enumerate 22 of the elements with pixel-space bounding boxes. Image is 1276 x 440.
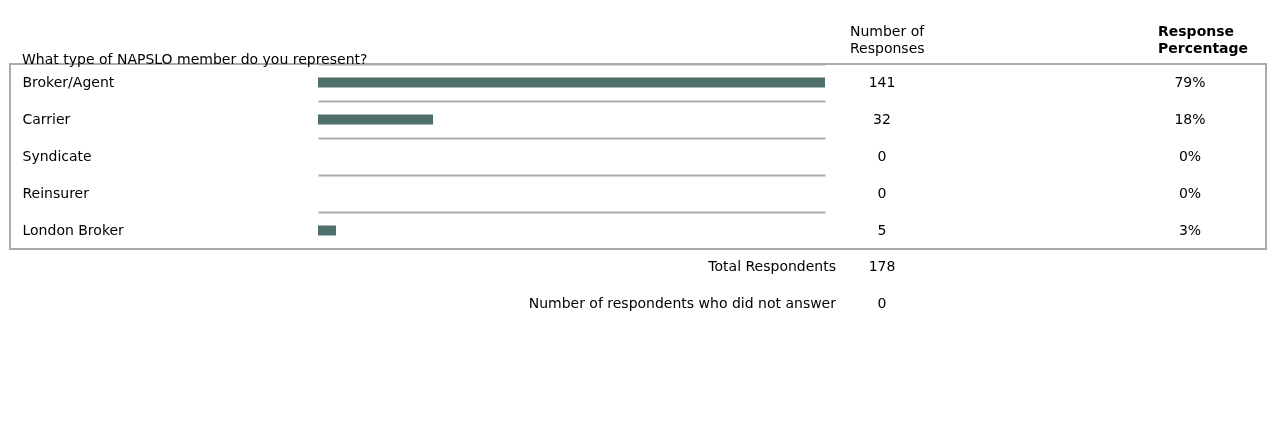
- text: 0%: [1178, 184, 1202, 201]
- y-tick-label: Syndicate: [22, 147, 92, 164]
- data-label: 32: [873, 110, 891, 127]
- text: 178: [868, 258, 896, 274]
- text: What type of NAPSLO member do you represent?: [22, 51, 368, 67]
- text: Number of respondents who did not answer: [528, 295, 837, 311]
- text: 18%: [1174, 110, 1206, 127]
- text: 3%: [1178, 221, 1202, 238]
- data-label: 0: [877, 147, 887, 164]
- y-tick-label: Reinsurer: [22, 184, 90, 201]
- y-tick-label: Carrier: [22, 110, 71, 127]
- y-tick-label: London Broker: [22, 221, 125, 238]
- data-label: 0: [877, 184, 887, 201]
- text: Number of Responses: [850, 23, 926, 56]
- text: Total Respondents: [707, 258, 836, 274]
- text: 0%: [1178, 147, 1202, 164]
- text: 79%: [1174, 73, 1206, 90]
- y-tick-label: Broker/Agent: [22, 73, 115, 90]
- text: 0: [877, 295, 887, 311]
- data-label: 5: [877, 221, 887, 238]
- data-label: 141: [868, 73, 896, 90]
- text: Response Percentage: [1158, 23, 1249, 56]
